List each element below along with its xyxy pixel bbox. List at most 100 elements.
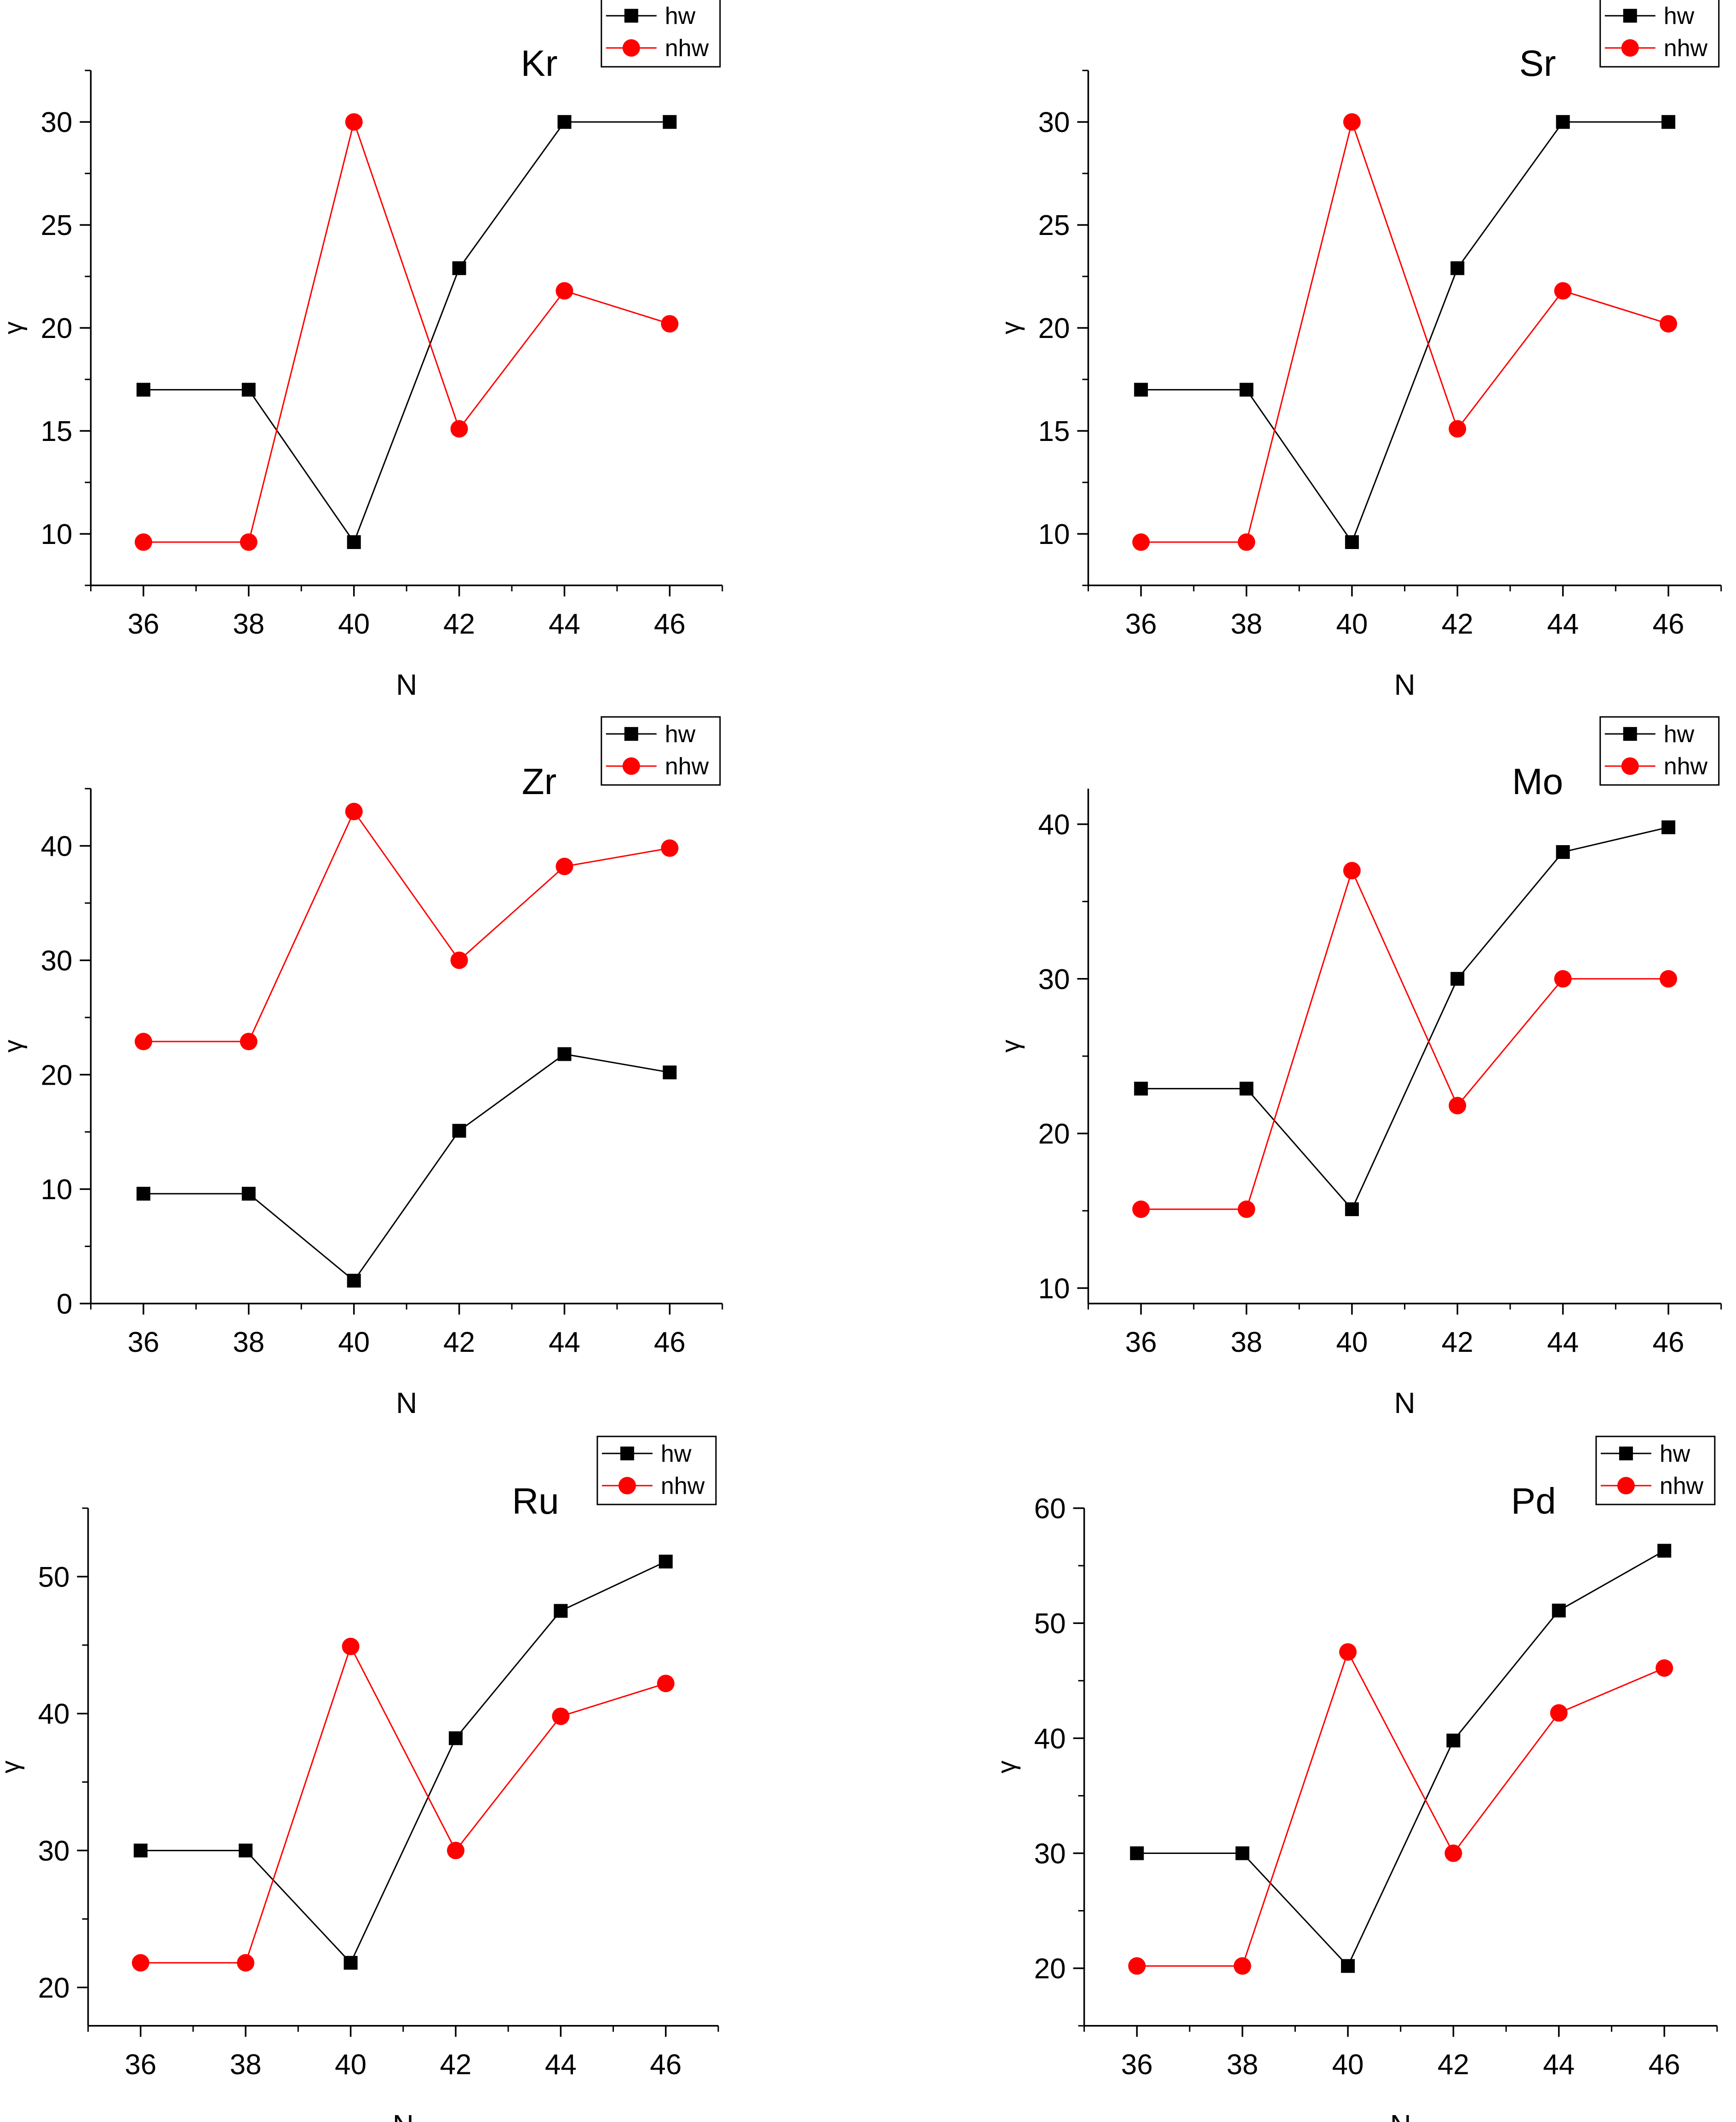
series-line-nhw	[143, 810, 670, 1042]
series-line-nhw	[1141, 869, 1668, 1210]
y-tick-label: 30	[38, 1836, 70, 1867]
data-point-nhw	[345, 113, 363, 131]
x-tick-label: 36	[127, 1327, 159, 1358]
x-tick-label: 46	[1649, 2049, 1680, 2081]
series-hw	[1130, 1544, 1672, 1973]
x-tick-label: 38	[1226, 2049, 1258, 2081]
data-point-nhw	[552, 1707, 570, 1725]
x-tick-label: 38	[233, 608, 264, 640]
y-tick-label: 20	[38, 1972, 70, 2004]
data-point-nhw	[1233, 1957, 1251, 1975]
data-point-nhw	[1339, 1643, 1357, 1661]
y-tick-label: 20	[40, 313, 72, 344]
data-point-nhw	[1660, 970, 1678, 988]
data-point-hw	[663, 1065, 677, 1080]
y-tick-label: 50	[1034, 1608, 1066, 1640]
x-tick-label: 40	[1332, 2049, 1364, 2081]
legend: hw nhw	[1599, 716, 1720, 786]
y-tick-label: 40	[1034, 1723, 1066, 1755]
x-tick-label: 42	[443, 1327, 475, 1358]
y-axis-label: γ	[0, 321, 27, 334]
legend-label-nhw: nhw	[1660, 1473, 1704, 1499]
x-tick-label: 36	[1125, 1327, 1157, 1358]
series-nhw	[1128, 1643, 1673, 1975]
data-point-hw	[1134, 383, 1148, 397]
x-tick-label: 44	[1547, 608, 1579, 640]
data-point-hw	[1341, 1959, 1355, 1973]
y-axis-label: γ	[996, 1040, 1025, 1052]
x-tick-label: 42	[440, 2049, 471, 2081]
y-tick-label: 40	[1038, 809, 1070, 841]
data-point-hw	[241, 1187, 256, 1201]
legend: hw nhw	[1599, 0, 1720, 68]
x-tick-label: 36	[127, 608, 159, 640]
x-tick-label: 40	[335, 2049, 367, 2081]
data-point-nhw	[1238, 1200, 1255, 1218]
y-tick-label: 15	[1038, 416, 1070, 447]
data-point-nhw	[240, 1033, 258, 1051]
data-point-hw	[1345, 1202, 1359, 1216]
data-point-hw	[1657, 1544, 1672, 1558]
legend-label-hw: hw	[1664, 3, 1695, 29]
legend-label-nhw: nhw	[1664, 753, 1708, 780]
y-tick-label: 10	[40, 519, 72, 550]
data-point-hw	[557, 115, 572, 129]
series-line-nhw	[1141, 119, 1669, 543]
series-line-hw	[1141, 826, 1669, 1211]
y-tick-label: 10	[1038, 1273, 1070, 1304]
data-point-hw	[241, 383, 256, 397]
legend-marker-nhw	[622, 39, 640, 57]
data-point-hw	[1239, 1081, 1254, 1096]
data-point-hw	[347, 1274, 361, 1288]
legend-marker-hw	[1623, 727, 1637, 741]
x-tick-label: 38	[233, 1327, 264, 1358]
data-point-hw	[1345, 535, 1359, 549]
data-point-hw	[133, 1843, 148, 1858]
data-point-hw	[1662, 115, 1676, 129]
chart-panel-pd: 36 38 40 42 44 46 20 30 40 50 60 Nγ Pd hw nhw	[992, 1436, 1718, 2122]
series-hw	[1134, 820, 1676, 1216]
legend-box	[1599, 0, 1720, 68]
data-point-nhw	[661, 315, 679, 333]
data-point-nhw	[1449, 1097, 1467, 1115]
data-point-nhw	[556, 858, 573, 875]
data-point-nhw	[134, 533, 152, 551]
y-axis-label: γ	[992, 1761, 1021, 1773]
series-line-hw	[143, 121, 670, 544]
data-point-hw	[1446, 1733, 1461, 1748]
y-tick-label: 20	[1038, 1118, 1070, 1150]
data-point-nhw	[237, 1954, 255, 1972]
y-tick-label: 25	[40, 210, 72, 241]
legend-label-nhw: nhw	[1664, 35, 1708, 62]
data-point-hw	[1235, 1846, 1249, 1860]
data-point-hw	[557, 1047, 572, 1061]
x-tick-label: 42	[443, 608, 475, 640]
chart-title: Sr	[1519, 43, 1556, 84]
x-tick-label: 46	[650, 2049, 682, 2081]
series-nhw	[1132, 113, 1678, 551]
data-point-hw	[1239, 383, 1254, 397]
data-point-hw	[136, 1187, 150, 1201]
data-point-nhw	[1656, 1659, 1673, 1677]
series-line-hw	[1137, 1550, 1665, 1968]
legend-marker-nhw	[622, 757, 640, 775]
series-line-nhw	[140, 1644, 666, 1964]
series-nhw	[134, 802, 679, 1051]
data-point-hw	[663, 115, 677, 129]
legend-label-nhw: nhw	[665, 35, 709, 62]
x-tick-label: 36	[125, 2049, 156, 2081]
x-axis-label: N	[1394, 668, 1415, 701]
chart-panel-zr: 36 38 40 42 44 46 0 10 20 30 40 Nγ Zr hw nhw	[0, 716, 723, 1419]
x-tick-label: 40	[1336, 608, 1368, 640]
legend: hw nhw	[596, 1436, 717, 1505]
y-tick-label: 20	[1038, 313, 1070, 344]
legend-label-hw: hw	[1660, 1441, 1690, 1467]
data-point-nhw	[1128, 1957, 1146, 1975]
chart-title: Kr	[521, 43, 557, 84]
data-point-hw	[347, 535, 361, 549]
x-tick-label: 44	[545, 2049, 577, 2081]
data-point-nhw	[450, 951, 468, 969]
data-point-nhw	[661, 839, 679, 857]
data-point-hw	[1556, 115, 1570, 129]
x-tick-label: 38	[1231, 608, 1262, 640]
